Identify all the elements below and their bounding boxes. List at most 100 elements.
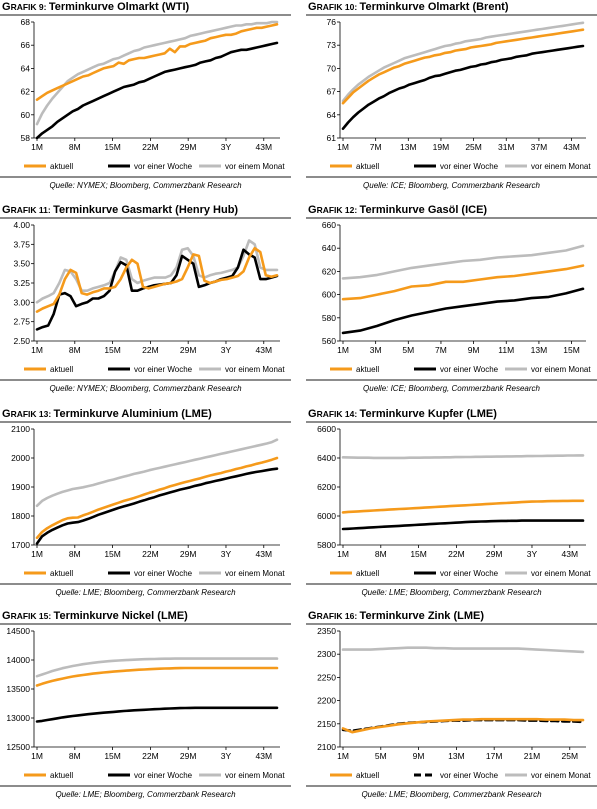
x-tick-label: 1M bbox=[31, 751, 43, 761]
y-tick-label: 3.00 bbox=[13, 297, 30, 307]
x-tick-label: 15M bbox=[410, 549, 427, 559]
y-tick-label: 60 bbox=[21, 110, 31, 120]
x-tick-label: 21M bbox=[524, 751, 541, 761]
chart-source: Quelle: ICE; Bloomberg, Commerzbank Rese… bbox=[363, 181, 540, 190]
legend-label: aktuell bbox=[356, 771, 379, 780]
y-tick-label: 14000 bbox=[6, 655, 30, 665]
y-tick-label: 2250 bbox=[317, 672, 336, 682]
y-tick-label: 13000 bbox=[6, 713, 30, 723]
chart-title-text: Terminkurve Zink (LME) bbox=[359, 610, 485, 622]
legend-label: aktuell bbox=[356, 569, 379, 578]
x-tick-label: 15M bbox=[104, 751, 121, 761]
x-tick-label: 22M bbox=[142, 549, 159, 559]
x-tick-label: 37M bbox=[531, 142, 548, 152]
chart-title-prefix: GRAFIK 12: bbox=[308, 204, 360, 216]
x-tick-label: 7M bbox=[435, 345, 447, 355]
y-tick-label: 2.75 bbox=[13, 317, 30, 327]
chart-title: GRAFIK 13: Terminkurve Aluminium (LME) bbox=[2, 408, 212, 420]
chart-plot-wti: 58 60 62 64 66 68 1M 8M 15M 22M 29M 3Y 43M aktuell vor… bbox=[21, 17, 286, 171]
y-tick-label: 580 bbox=[322, 313, 336, 323]
x-tick-label: 1M bbox=[31, 345, 43, 355]
source-rule bbox=[0, 379, 291, 381]
series-line-vor-einer-woche bbox=[341, 718, 585, 733]
x-tick-label: 15M bbox=[104, 549, 121, 559]
x-tick-label: 1M bbox=[31, 142, 43, 152]
series-line-vor-einer-woche bbox=[35, 248, 279, 331]
y-tick-label: 64 bbox=[327, 110, 337, 120]
chart-panel-wti: GRAFIK 9: Terminkurve Olmarkt (WTI) 58 60 6… bbox=[0, 0, 291, 200]
chart-title-text: Terminkurve Gasmarkt (Henry Hub) bbox=[53, 204, 239, 216]
x-tick-label: 43M bbox=[255, 549, 272, 559]
x-tick-label: 13M bbox=[400, 142, 417, 152]
chart-panel-aluminium: GRAFIK 13: Terminkurve Aluminium (LME) 17… bbox=[0, 407, 291, 607]
chart-plot-gasoel: 560 580 600 620 640 660 1M 3M 5M 7M 9M 11M 13M 15M akt… bbox=[322, 220, 592, 374]
chart-plot-nickel: 12500 13000 13500 14000 14500 1M 8M 15M 22M 29M 3Y… bbox=[6, 626, 285, 780]
x-tick-label: 43M bbox=[255, 345, 272, 355]
y-tick-label: 67 bbox=[327, 87, 337, 97]
chart-title-text: Terminkurve Nickel (LME) bbox=[53, 610, 188, 622]
legend-label: aktuell bbox=[356, 162, 379, 171]
x-tick-label: 22M bbox=[142, 751, 159, 761]
chart-source: Quelle: LME; Bloomberg, Commerzbank Rese… bbox=[55, 588, 236, 597]
source-rule bbox=[0, 785, 291, 787]
legend-label: aktuell bbox=[50, 162, 73, 171]
chart-plot-zink: 2100 2150 2200 2250 2300 2350 1M 5M 9M 13M 17M 21M 2… bbox=[317, 626, 591, 780]
chart-plot-brent: 61 64 67 70 73 76 1M 7M 13M 19M 25M 31M 37M 43M aktuel… bbox=[327, 17, 592, 171]
y-tick-label: 2300 bbox=[317, 649, 336, 659]
chart-panel-zink: GRAFIK 16: Terminkurve Zink (LME) 2100 215… bbox=[306, 609, 597, 809]
chart-title: GRAFIK 12: Terminkurve Gasöl (ICE) bbox=[308, 204, 487, 216]
x-tick-label: 3Y bbox=[221, 345, 232, 355]
chart-panel-kupfer: GRAFIK 14: Terminkurve Kupfer (LME) 5800 6… bbox=[306, 407, 597, 607]
y-tick-label: 2100 bbox=[11, 424, 30, 434]
series-line-vor-einem-monat bbox=[35, 657, 279, 678]
legend-label: vor einer Woche bbox=[134, 365, 193, 374]
title-rule bbox=[0, 421, 291, 423]
y-tick-label: 2000 bbox=[11, 453, 30, 463]
chart-title-text: Terminkurve Gasöl (ICE) bbox=[359, 204, 488, 216]
x-tick-label: 29M bbox=[180, 549, 197, 559]
series-line-aktuell bbox=[341, 717, 585, 734]
legend-label: vor einem Monat bbox=[531, 771, 591, 780]
chart-title-text: Terminkurve Olmarkt (WTI) bbox=[48, 1, 190, 13]
legend-label: vor einem Monat bbox=[531, 365, 591, 374]
x-tick-label: 11M bbox=[498, 345, 514, 355]
chart-title-prefix: GRAFIK 16: bbox=[308, 610, 360, 622]
x-tick-label: 5M bbox=[375, 751, 387, 761]
series-line-vor-einem-monat bbox=[341, 646, 585, 654]
series-line-vor-einem-monat bbox=[341, 244, 585, 280]
source-rule bbox=[306, 176, 597, 178]
chart-panel-nickel: GRAFIK 15: Terminkurve Nickel (LME) 12500… bbox=[0, 609, 291, 809]
chart-plot-henry-hub: 2.50 2.75 3.00 3.25 3.50 3.75 4.00 1M 8M 15M 22M 29… bbox=[13, 220, 285, 374]
y-tick-label: 13500 bbox=[6, 684, 30, 694]
y-tick-label: 66 bbox=[21, 40, 31, 50]
series-line-aktuell bbox=[35, 456, 279, 540]
y-tick-label: 62 bbox=[21, 87, 31, 97]
chart-title: GRAFIK 15: Terminkurve Nickel (LME) bbox=[2, 610, 188, 622]
x-tick-label: 43M bbox=[255, 751, 272, 761]
legend-label: vor einem Monat bbox=[531, 569, 591, 578]
x-tick-label: 5M bbox=[402, 345, 414, 355]
x-tick-label: 1M bbox=[337, 345, 349, 355]
series-line-vor-einem-monat bbox=[341, 21, 585, 103]
title-rule bbox=[306, 217, 597, 219]
x-tick-label: 3Y bbox=[221, 142, 232, 152]
series-line-aktuell bbox=[341, 28, 585, 105]
series-line-aktuell bbox=[341, 499, 585, 514]
y-tick-label: 640 bbox=[322, 243, 336, 253]
x-tick-label: 22M bbox=[142, 142, 159, 152]
y-tick-label: 12500 bbox=[6, 742, 30, 752]
series-line-vor-einem-monat bbox=[35, 438, 279, 508]
x-tick-label: 43M bbox=[255, 142, 272, 152]
legend-label: aktuell bbox=[356, 365, 379, 374]
legend-label: vor einer Woche bbox=[440, 365, 499, 374]
y-tick-label: 600 bbox=[322, 290, 336, 300]
series-line-vor-einer-woche bbox=[35, 41, 279, 140]
x-tick-label: 3Y bbox=[221, 751, 232, 761]
chart-title: GRAFIK 11: Terminkurve Gasmarkt (Henry H… bbox=[2, 204, 238, 216]
y-tick-label: 660 bbox=[322, 220, 336, 230]
source-rule bbox=[0, 176, 291, 178]
y-tick-label: 3.50 bbox=[13, 259, 30, 269]
y-tick-label: 6000 bbox=[317, 511, 336, 521]
legend-label: vor einer Woche bbox=[134, 162, 193, 171]
x-tick-label: 22M bbox=[142, 345, 159, 355]
